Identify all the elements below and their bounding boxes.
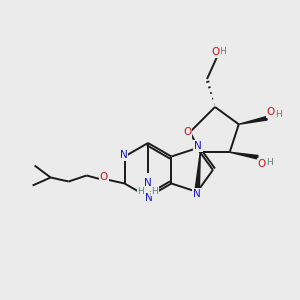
- Text: O: O: [267, 107, 275, 117]
- Text: H: H: [275, 110, 282, 119]
- Text: N: N: [144, 178, 152, 188]
- Text: H: H: [138, 187, 144, 196]
- Text: O: O: [212, 47, 220, 57]
- Text: O: O: [100, 172, 108, 182]
- Text: H: H: [219, 46, 225, 56]
- Text: H: H: [266, 158, 273, 167]
- Text: N: N: [145, 193, 153, 203]
- Polygon shape: [230, 152, 258, 159]
- Text: O: O: [258, 159, 266, 169]
- Text: N: N: [120, 151, 128, 160]
- Text: H: H: [152, 187, 158, 196]
- Polygon shape: [195, 152, 200, 192]
- Text: O: O: [183, 127, 191, 137]
- Polygon shape: [239, 117, 267, 124]
- Text: N: N: [193, 189, 201, 199]
- Text: N: N: [194, 141, 202, 151]
